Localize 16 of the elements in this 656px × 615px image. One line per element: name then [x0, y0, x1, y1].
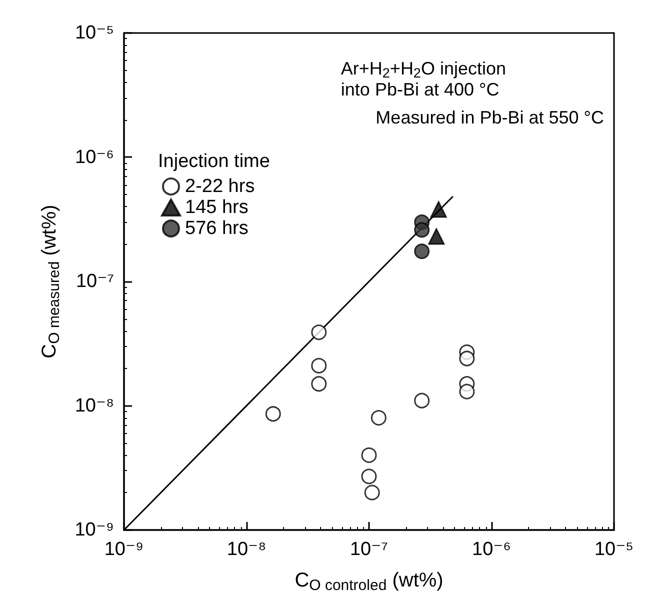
y-tick-label: 10⁻⁷	[76, 271, 114, 292]
x-tick-label: 10⁻⁸	[226, 539, 266, 560]
x-tick-label: 10⁻⁹	[104, 539, 144, 560]
y-axis-title: CO measured (wt%)	[38, 204, 63, 358]
x-tick-label: 10⁻⁶	[472, 539, 511, 560]
y-tick-label: 10⁻⁵	[74, 22, 114, 44]
y-tick-label: 10⁻⁶	[75, 146, 114, 168]
legend-label: 145 hrs	[185, 197, 248, 218]
y-tick-label: 10⁻⁸	[74, 395, 114, 416]
x-tick-label: 10⁻⁵	[594, 539, 634, 560]
y-tick-label: 10⁻⁹	[74, 520, 114, 540]
legend-title: Injection time	[158, 151, 270, 172]
x-tick-label: 10⁻⁷	[350, 539, 388, 560]
legend-label: 576 hrs	[185, 218, 248, 239]
annotation: Measured in Pb-Bi at 550 °C	[376, 108, 604, 128]
legend-label: 2-22 hrs	[185, 176, 255, 197]
